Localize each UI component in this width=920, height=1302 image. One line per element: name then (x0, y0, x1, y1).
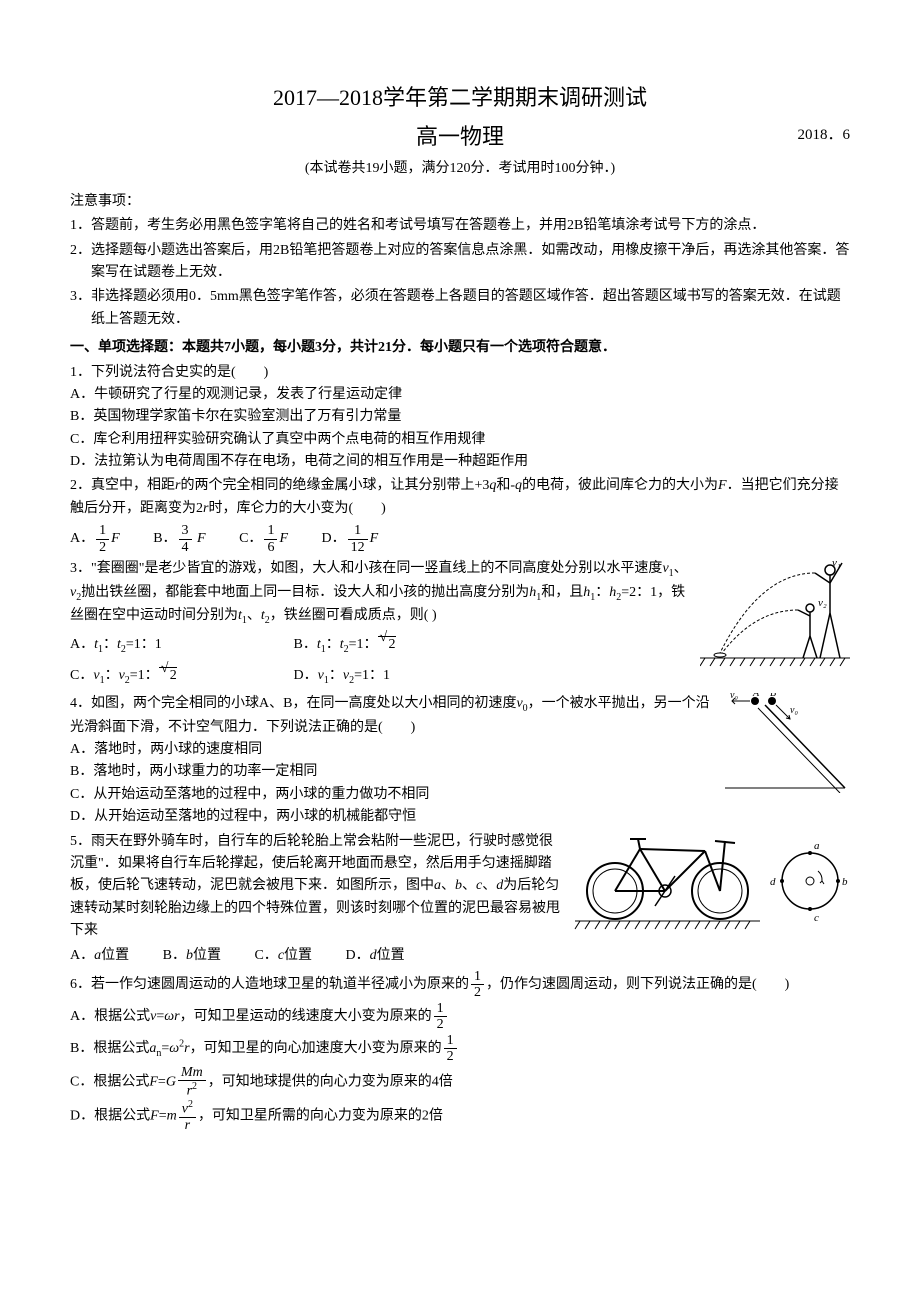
q5-text: 5．雨天在野外骑车时，自行车的后轮轮胎上常会粘附一些泥巴，行驶时感觉很沉重"．如… (70, 831, 562, 943)
q1-option-b: B．英国物理学家笛卡尔在实验室测出了万有引力常量 (70, 406, 850, 428)
svg-text:c: c (814, 912, 819, 924)
q1-option-c: C．库仑利用扭秤实验研究确认了真空中两个点电荷的相互作用规律 (70, 429, 850, 451)
svg-text:d: d (770, 876, 776, 888)
q2-option-b: B．34 F (153, 522, 205, 556)
question-4: v₀ A B v₀ 4．如图，两个完全相同的小球A、B，在同一高度处以大小相同的… (70, 693, 850, 829)
q4-option-d: D．从开始运动至落地的过程中，两小球的机械能都守恒 (70, 806, 850, 828)
svg-text:v₁: v₁ (832, 558, 841, 569)
q1-option-d: D．法拉第认为电荷周围不存在电场，电荷之间的相互作用是一种超距作用 (70, 451, 850, 473)
q4-text: 4．如图，两个完全相同的小球A、B，在同一高度处以大小相同的初速度v0，一个被水… (70, 693, 712, 739)
q3-option-b: B．t1：t2=1：√2 (294, 631, 396, 660)
q3-text: 3．"套圈圈"是老少皆宜的游戏，如图，大人和小孩在同一竖直线上的不同高度处分别以… (70, 558, 692, 629)
q6-option-b: B．根据公式an=ω2r，可知卫星的向心加速度大小变为原来的12 (70, 1033, 850, 1065)
q2-text-pre: 2．真空中，相距 (70, 478, 175, 493)
question-1: 1．下列说法符合史实的是( ) A．牛顿研究了行星的观测记录，发表了行星运动定律… (70, 362, 850, 474)
q5-option-c: C．c位置 (254, 945, 312, 967)
question-5: a b c d 5．雨天在野外骑车时，自行车的后轮轮胎上常会粘附一些泥巴，行驶时… (70, 831, 850, 967)
section-header: 一、单项选择题：本题共7小题，每小题3分，共计21分．每小题只有一个选项符合题意… (70, 337, 850, 359)
q4-figure: v₀ A B v₀ (720, 693, 850, 793)
exam-info: (本试卷共19小题，满分120分．考试用时100分钟．) (70, 158, 850, 180)
notice-item: 2．选择题每小题选出答案后，用2B铅笔把答题卷上对应的答案信息点涂黑．如需改动，… (70, 240, 850, 285)
q2-option-c: C．16F (239, 522, 288, 556)
q1-option-a: A．牛顿研究了行星的观测记录，发表了行星运动定律 (70, 384, 850, 406)
q5-option-a: A．a位置 (70, 945, 129, 967)
exam-subtitle: 高一物理 2018．6 (70, 119, 850, 154)
svg-text:v₀: v₀ (790, 705, 798, 716)
q2-option-a: A．12F (70, 522, 120, 556)
notice-item: 3．非选择题必须用0．5mm黑色签字笔作答，必须在答题卷上各题目的答题区域作答．… (70, 286, 850, 331)
svg-text:b: b (842, 876, 848, 888)
notice-header: 注意事项： (70, 191, 850, 213)
notice-item: 1．答题前，考生务必用黑色签字笔将自己的姓名和考试号填写在答题卷上，并用2B铅笔… (70, 215, 850, 237)
q1-text: 1．下列说法符合史实的是( ) (70, 362, 850, 384)
q2-options: A．12F B．34 F C．16F D．112F (70, 522, 850, 556)
q2-option-d: D．112F (322, 522, 379, 556)
question-3: v₁ v₂ 3．"套圈圈"是老少皆宜的游戏，如图，大人和小孩在同一竖直线上的不同… (70, 558, 850, 691)
q3-option-c: C．v1：v2=1：√2 (70, 662, 260, 691)
q6-option-c: C．根据公式F=GMmr2，可知地球提供的向心力变为原来的4倍 (70, 1065, 850, 1099)
q3-figure: v₁ v₂ (700, 558, 850, 668)
svg-text:v₀: v₀ (730, 693, 738, 701)
svg-text:B: B (770, 693, 776, 699)
q5-option-b: B．b位置 (163, 945, 221, 967)
q2-text-mid3: 的电荷，彼此间库仑力的大小为 (522, 478, 718, 493)
q3-option-d: D．v1：v2=1：1 (294, 662, 390, 691)
q6-option-a: A．根据公式v=ωr，可知卫星运动的线速度大小变为原来的12 (70, 1001, 850, 1033)
q2-text-mid1: 的两个完全相同的绝缘金属小球，让其分别带上+3 (180, 478, 489, 493)
svg-text:a: a (814, 840, 820, 852)
q5-option-d: D．d位置 (346, 945, 405, 967)
q6-text: 6．若一作匀速圆周运动的人造地球卫星的轨道半径减小为原来的12，仍作匀速圆周运动… (70, 969, 850, 1001)
q6-option-d: D．根据公式F=mv2r，可知卫星所需的向心力变为原来的2倍 (70, 1099, 850, 1133)
q5-options: A．a位置 B．b位置 C．c位置 D．d位置 (70, 945, 850, 967)
exam-date: 2018．6 (797, 123, 850, 147)
q5-figure: a b c d (570, 831, 850, 931)
q2-text-mid2: 和- (496, 478, 515, 493)
svg-text:A: A (752, 693, 760, 699)
question-2: 2．真空中，相距r的两个完全相同的绝缘金属小球，让其分别带上+3q和-q的电荷，… (70, 475, 850, 555)
q2-text: 2．真空中，相距r的两个完全相同的绝缘金属小球，让其分别带上+3q和-q的电荷，… (70, 475, 850, 520)
q2-text-mid5: 时，库仑力的大小变为( ) (208, 501, 385, 516)
exam-title: 2017—2018学年第二学期期末调研测试 (70, 80, 850, 115)
question-6: 6．若一作匀速圆周运动的人造地球卫星的轨道半径减小为原来的12，仍作匀速圆周运动… (70, 969, 850, 1134)
subtitle-text: 高一物理 (416, 124, 504, 149)
svg-text:v₂: v₂ (818, 597, 827, 609)
